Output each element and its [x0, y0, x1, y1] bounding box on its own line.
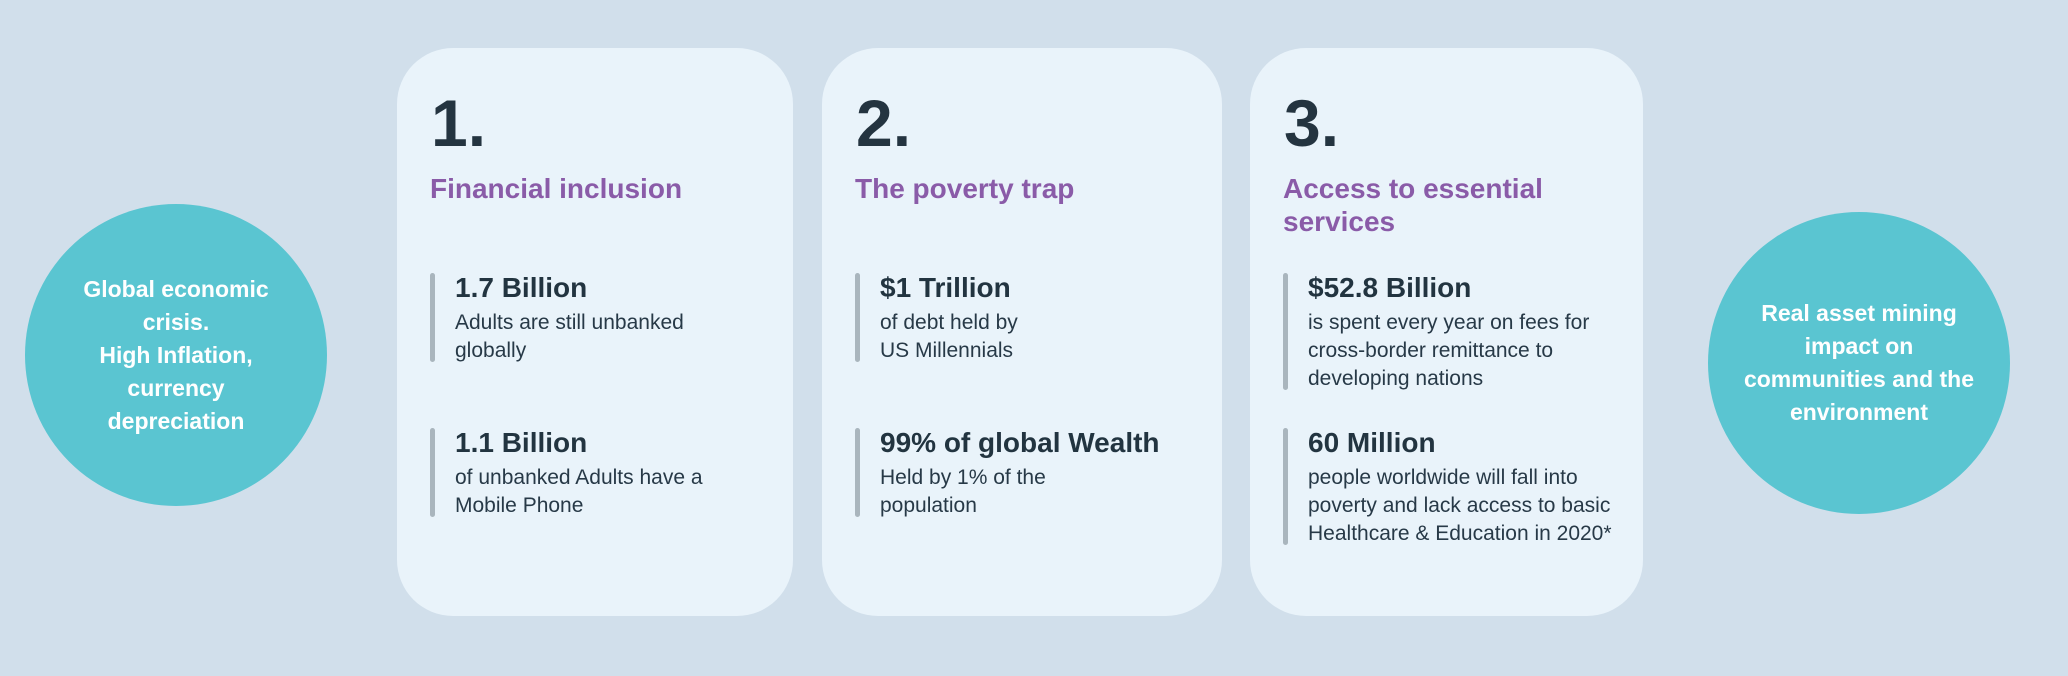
stat-value: 99% of global Wealth — [880, 427, 1160, 458]
stat-value: 60 Million — [1308, 427, 1436, 458]
stat-description: of debt held by US Millennials — [880, 311, 1018, 362]
stat-item: 60 Million people worldwide will fall in… — [1283, 425, 1625, 548]
card-essential-services: 3. Access to essential services $52.8 Bi… — [1250, 48, 1643, 616]
left-context-circle: Global economic crisis. High Inflation, … — [25, 204, 327, 506]
stat-item: $1 Trillion of debt held by US Millennia… — [855, 270, 1204, 365]
stat-value: 1.7 Billion — [455, 272, 588, 303]
stat-value: 1.1 Billion — [455, 427, 588, 458]
stat-description: people worldwide will fall into poverty … — [1308, 466, 1612, 545]
stat-description: is spent every year on fees for cross-bo… — [1308, 311, 1590, 390]
stat-description: of unbanked Adults have a Mobile Phone — [455, 466, 703, 517]
card-number: 3. — [1284, 86, 1340, 160]
card-financial-inclusion: 1. Financial inclusion 1.7 Billion Adult… — [397, 48, 793, 616]
card-poverty-trap: 2. The poverty trap $1 Trillion of debt … — [822, 48, 1222, 616]
stat-description: Held by 1% of the population — [880, 466, 1046, 517]
stat-item: 1.7 Billion Adults are still unbanked gl… — [430, 270, 775, 365]
card-number: 2. — [856, 86, 912, 160]
stat-item: 99% of global Wealth Held by 1% of the p… — [855, 425, 1204, 520]
stat-value: $1 Trillion — [880, 272, 1011, 303]
stat-value: $52.8 Billion — [1308, 272, 1472, 303]
left-circle-text: Global economic crisis. High Inflation, … — [83, 275, 269, 434]
stat-item: 1.1 Billion of unbanked Adults have a Mo… — [430, 425, 775, 520]
right-context-circle: Real asset mining impact on communities … — [1708, 212, 2010, 514]
card-heading: Financial inclusion — [430, 173, 683, 204]
right-circle-text: Real asset mining impact on communities … — [1743, 300, 1975, 425]
card-number: 1. — [431, 86, 487, 160]
stat-item: $52.8 Billion is spent every year on fee… — [1283, 270, 1625, 393]
card-heading: Access to essential services — [1283, 173, 1543, 237]
stat-description: Adults are still unbanked globally — [455, 311, 684, 362]
card-heading: The poverty trap — [855, 173, 1075, 204]
